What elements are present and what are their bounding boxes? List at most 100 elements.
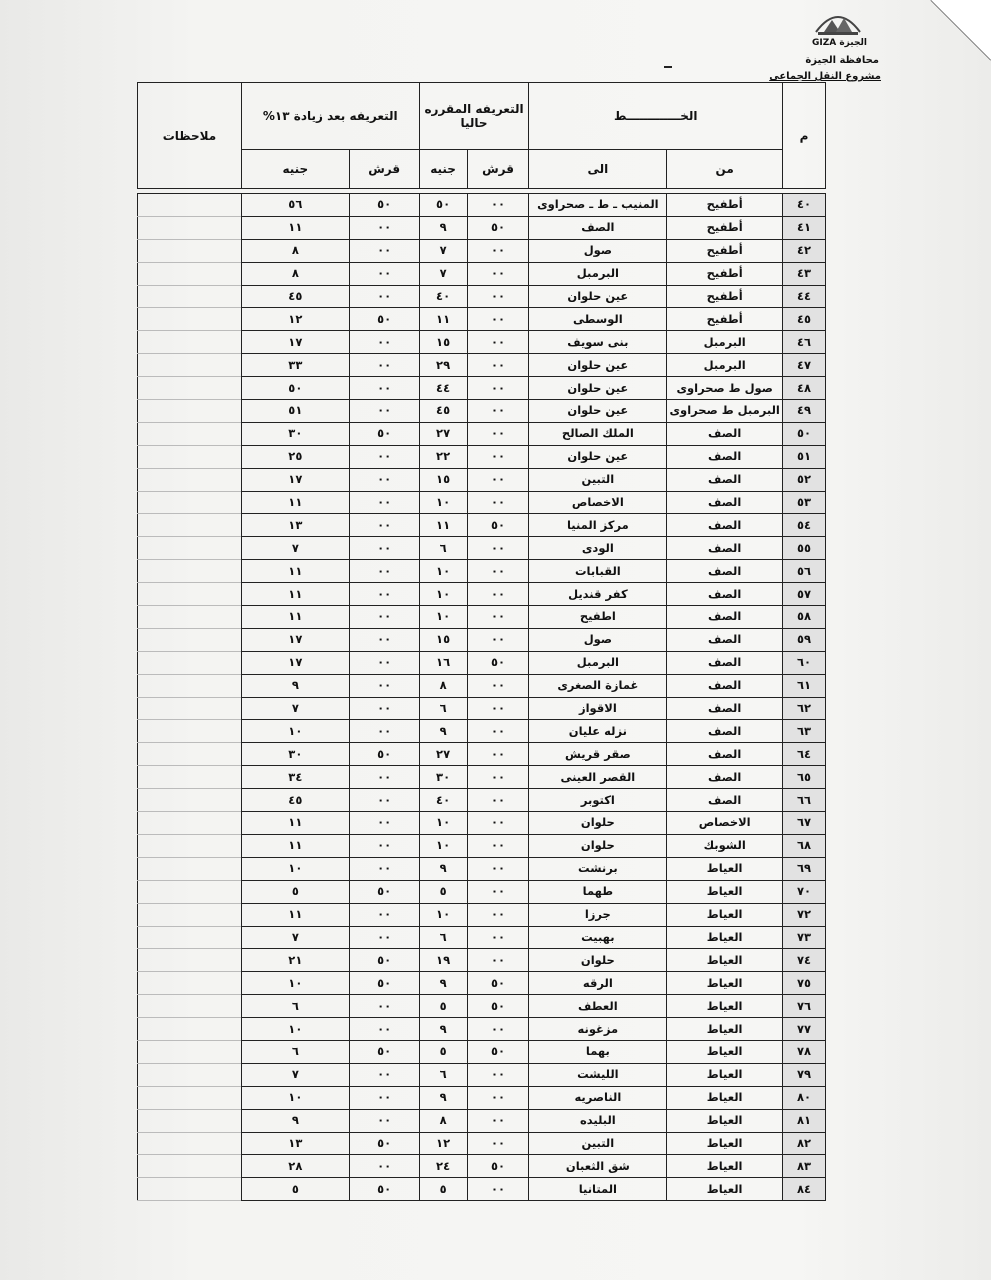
- notes-cell: [137, 193, 242, 217]
- from-cell: العياط: [666, 948, 784, 973]
- new-piaster-cell: ٠٠: [348, 559, 420, 584]
- row-number: ٧٢: [782, 902, 826, 927]
- notes-cell: [137, 948, 242, 973]
- dash-mark: [664, 66, 672, 68]
- from-cell: البرمبل: [666, 353, 784, 378]
- new-piaster-cell: ٠٠: [348, 536, 420, 561]
- table-row: ٧٠ العياط طهما ٠٠ ٥ ٥٠ ٥: [137, 879, 826, 904]
- current-piaster-cell: ٠٠: [466, 536, 530, 561]
- to-cell: عين حلوان: [528, 284, 668, 309]
- new-piaster-cell: ٥٠: [348, 742, 420, 767]
- to-cell: الودى: [528, 536, 668, 561]
- notes-cell: [137, 444, 242, 469]
- current-pound-cell: ٥٠: [418, 193, 468, 217]
- to-cell: شق الثعبان: [528, 1154, 668, 1179]
- pyramids-logo-icon: [815, 16, 861, 35]
- to-cell: حلوان: [528, 811, 668, 835]
- governorate-name: محافظة الجيزة: [805, 55, 879, 66]
- table-row: ٥١ الصف عين حلوان ٠٠ ٢٢ ٠٠ ٢٥: [137, 444, 826, 469]
- to-cell: الوسطى: [528, 307, 668, 332]
- row-number: ٥٦: [782, 559, 826, 584]
- from-cell: العياط: [666, 1085, 784, 1110]
- table-row: ٥٧ الصف كفر قنديل ٠٠ ١٠ ٠٠ ١١: [137, 582, 826, 607]
- header-new-piaster: قرش: [348, 149, 420, 189]
- new-piaster-cell: ٠٠: [348, 444, 420, 469]
- current-pound-cell: ١٠: [418, 902, 468, 927]
- current-pound-cell: ٤٠: [418, 284, 468, 309]
- current-pound-cell: ٦: [418, 696, 468, 721]
- notes-cell: [137, 1062, 242, 1087]
- from-cell: الصف: [666, 742, 784, 767]
- current-piaster-cell: ٠٠: [466, 811, 530, 835]
- current-pound-cell: ٩: [418, 856, 468, 881]
- new-pound-cell: ١١: [240, 582, 350, 607]
- table-row: ٨٢ العياط التبين ٠٠ ١٢ ٥٠ ١٣: [137, 1131, 826, 1156]
- from-cell: البرمبل: [666, 330, 784, 355]
- current-pound-cell: ١٩: [418, 948, 468, 973]
- table-row: ٦٢ الصف الاقواز ٠٠ ٦ ٠٠ ٧: [137, 696, 826, 721]
- from-cell: الصف: [666, 467, 784, 492]
- current-pound-cell: ١٠: [418, 559, 468, 584]
- paper-edge: [930, 0, 991, 61]
- row-number: ٧٣: [782, 925, 826, 950]
- new-piaster-cell: ٠٠: [348, 605, 420, 629]
- new-piaster-cell: ٠٠: [348, 1108, 420, 1133]
- new-pound-cell: ٨: [240, 261, 350, 286]
- to-cell: الاقواز: [528, 696, 668, 721]
- table-row: ٥٥ الصف الودى ٠٠ ٦ ٠٠ ٧: [137, 536, 826, 561]
- table-row: ٥٨ الصف اطفيح ٠٠ ١٠ ٠٠ ١١: [137, 605, 826, 629]
- notes-cell: [137, 650, 242, 675]
- new-piaster-cell: ٥٠: [348, 421, 420, 446]
- current-pound-cell: ٢٧: [418, 742, 468, 767]
- from-cell: الصف: [666, 582, 784, 607]
- new-pound-cell: ١٢: [240, 307, 350, 332]
- from-cell: الصف: [666, 627, 784, 652]
- row-number: ٥٨: [782, 605, 826, 629]
- new-pound-cell: ١٣: [240, 513, 350, 538]
- notes-cell: [137, 902, 242, 927]
- current-pound-cell: ٩: [418, 971, 468, 996]
- row-number: ٦٨: [782, 833, 826, 858]
- to-cell: الرقه: [528, 971, 668, 996]
- new-pound-cell: ٢٥: [240, 444, 350, 469]
- notes-cell: [137, 330, 242, 355]
- current-pound-cell: ١٥: [418, 330, 468, 355]
- current-piaster-cell: ٠٠: [466, 444, 530, 469]
- notes-cell: [137, 1154, 242, 1179]
- from-cell: الصف: [666, 765, 784, 790]
- new-piaster-cell: ٠٠: [348, 833, 420, 858]
- to-cell: عين حلوان: [528, 444, 668, 469]
- current-piaster-cell: ٠٠: [466, 284, 530, 309]
- row-number: ٤٧: [782, 353, 826, 378]
- table-row: ٧٣ العياط بهبيت ٠٠ ٦ ٠٠ ٧: [137, 925, 826, 950]
- current-pound-cell: ١٠: [418, 811, 468, 835]
- current-pound-cell: ٢٤: [418, 1154, 468, 1179]
- to-cell: صول: [528, 238, 668, 263]
- current-pound-cell: ٥: [418, 1177, 468, 1202]
- current-piaster-cell: ٠٠: [466, 376, 530, 401]
- current-piaster-cell: ٠٠: [466, 1177, 530, 1202]
- from-cell: العياط: [666, 879, 784, 904]
- new-pound-cell: ٦: [240, 994, 350, 1019]
- to-cell: بهما: [528, 1039, 668, 1064]
- notes-cell: [137, 238, 242, 263]
- table-row: ٧٤ العياط حلوان ٠٠ ١٩ ٥٠ ٢١: [137, 948, 826, 973]
- current-piaster-cell: ٠٠: [466, 559, 530, 584]
- new-pound-cell: ١١: [240, 559, 350, 584]
- table-row: ٨١ العياط البليده ٠٠ ٨ ٠٠ ٩: [137, 1108, 826, 1133]
- giza-logo: [808, 4, 868, 48]
- current-piaster-cell: ٠٠: [466, 1131, 530, 1156]
- to-cell: كفر قنديل: [528, 582, 668, 607]
- new-piaster-cell: ٠٠: [348, 856, 420, 881]
- from-cell: الصف: [666, 444, 784, 469]
- to-cell: الليشت: [528, 1062, 668, 1087]
- current-pound-cell: ٩: [418, 1085, 468, 1110]
- from-cell: الصف: [666, 696, 784, 721]
- current-piaster-cell: ٥٠: [466, 513, 530, 538]
- table-row: ٤٤ أطفيح عين حلوان ٠٠ ٤٠ ٠٠ ٤٥: [137, 284, 826, 309]
- new-pound-cell: ١٠: [240, 971, 350, 996]
- current-piaster-cell: ٠٠: [466, 925, 530, 950]
- table-row: ٤٠ أطفيح المنيب ـ ط ـ صحراوى ٠٠ ٥٠ ٥٠ ٥٦: [137, 193, 826, 217]
- header-new-pound: جنيه: [240, 149, 350, 189]
- current-piaster-cell: ٠٠: [466, 330, 530, 355]
